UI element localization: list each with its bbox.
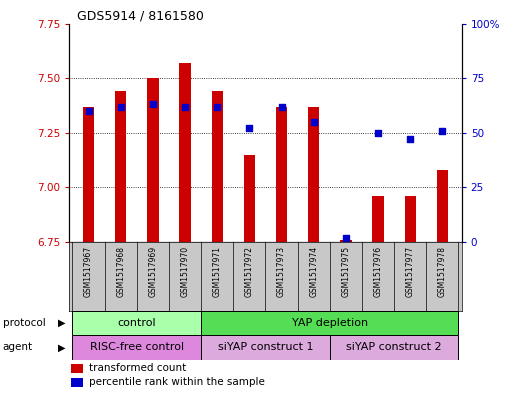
Bar bbox=[83, 107, 94, 242]
Bar bbox=[308, 107, 320, 242]
Bar bbox=[115, 91, 126, 242]
Point bbox=[278, 103, 286, 110]
Text: GSM1517972: GSM1517972 bbox=[245, 246, 254, 297]
Text: ▶: ▶ bbox=[58, 318, 65, 328]
Text: GSM1517978: GSM1517978 bbox=[438, 246, 447, 297]
Text: GSM1517973: GSM1517973 bbox=[277, 246, 286, 297]
Text: GSM1517970: GSM1517970 bbox=[181, 246, 190, 297]
Text: GSM1517968: GSM1517968 bbox=[116, 246, 125, 297]
Text: control: control bbox=[117, 318, 156, 328]
Point bbox=[374, 130, 382, 136]
Text: GSM1517971: GSM1517971 bbox=[213, 246, 222, 297]
Bar bbox=[372, 196, 384, 242]
Bar bbox=[201, 335, 330, 360]
Point bbox=[181, 103, 189, 110]
Bar bbox=[211, 91, 223, 242]
Text: ▶: ▶ bbox=[58, 342, 65, 353]
Point bbox=[116, 103, 125, 110]
Text: YAP depletion: YAP depletion bbox=[292, 318, 368, 328]
Bar bbox=[201, 311, 459, 335]
Bar bbox=[180, 63, 191, 242]
Text: GSM1517975: GSM1517975 bbox=[341, 246, 350, 297]
Text: transformed count: transformed count bbox=[89, 364, 186, 373]
Text: GSM1517974: GSM1517974 bbox=[309, 246, 318, 297]
Text: agent: agent bbox=[3, 342, 33, 353]
Bar bbox=[71, 364, 83, 373]
Bar bbox=[276, 107, 287, 242]
Text: GSM1517977: GSM1517977 bbox=[406, 246, 415, 297]
Point bbox=[213, 103, 221, 110]
Text: GDS5914 / 8161580: GDS5914 / 8161580 bbox=[77, 9, 204, 22]
Text: GSM1517969: GSM1517969 bbox=[148, 246, 157, 297]
Bar bbox=[405, 196, 416, 242]
Bar bbox=[330, 335, 459, 360]
Bar bbox=[437, 170, 448, 242]
Bar bbox=[71, 378, 83, 387]
Point bbox=[310, 119, 318, 125]
Point bbox=[438, 127, 446, 134]
Text: RISC-free control: RISC-free control bbox=[90, 342, 184, 353]
Bar bbox=[72, 311, 201, 335]
Bar bbox=[147, 78, 159, 242]
Text: GSM1517967: GSM1517967 bbox=[84, 246, 93, 297]
Point bbox=[149, 101, 157, 108]
Text: GSM1517976: GSM1517976 bbox=[373, 246, 383, 297]
Text: siYAP construct 2: siYAP construct 2 bbox=[346, 342, 442, 353]
Text: percentile rank within the sample: percentile rank within the sample bbox=[89, 377, 265, 387]
Point bbox=[406, 136, 415, 143]
Point bbox=[245, 125, 253, 132]
Bar bbox=[244, 155, 255, 242]
Text: protocol: protocol bbox=[3, 318, 45, 328]
Bar bbox=[340, 240, 351, 242]
Text: siYAP construct 1: siYAP construct 1 bbox=[218, 342, 313, 353]
Point bbox=[85, 108, 93, 114]
Point bbox=[342, 235, 350, 241]
Bar bbox=[72, 335, 201, 360]
